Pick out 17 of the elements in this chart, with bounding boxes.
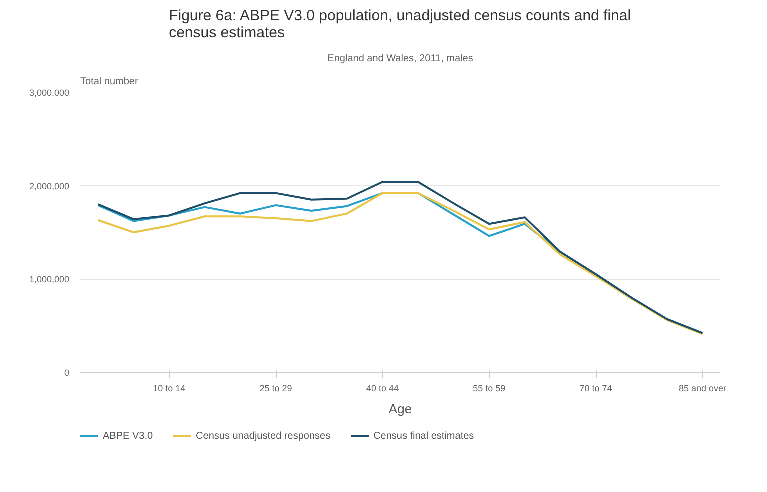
x-tick-label: 40 to 44 — [366, 384, 399, 394]
y-tick-label: 3,000,000 — [29, 88, 70, 98]
x-tick-label: 25 to 29 — [260, 384, 292, 394]
x-axis-title: Age — [388, 402, 412, 416]
legend-label: ABPE V3.0 — [103, 430, 154, 442]
chart-subtitle: England and Wales, 2011, males — [328, 54, 474, 64]
y-tick-label: 0 — [64, 368, 70, 378]
legend-label: Census final estimates — [374, 430, 474, 442]
x-tick-label: 10 to 14 — [153, 384, 186, 394]
legend-label: Census unadjusted responses — [196, 430, 331, 442]
chart-title: Figure 6a: ABPE V3.0 population, unadjusted census counts and final census estimates — [169, 8, 632, 42]
x-tick-label: 85 and over — [678, 384, 726, 394]
y-axis-title: Total number — [80, 76, 139, 88]
y-tick-label: 2,000,000 — [29, 181, 70, 192]
x-tick-label: 55 to 59 — [473, 384, 506, 394]
y-tick-label: 1,000,000 — [29, 274, 70, 285]
x-tick-label: 70 to 74 — [580, 384, 612, 394]
